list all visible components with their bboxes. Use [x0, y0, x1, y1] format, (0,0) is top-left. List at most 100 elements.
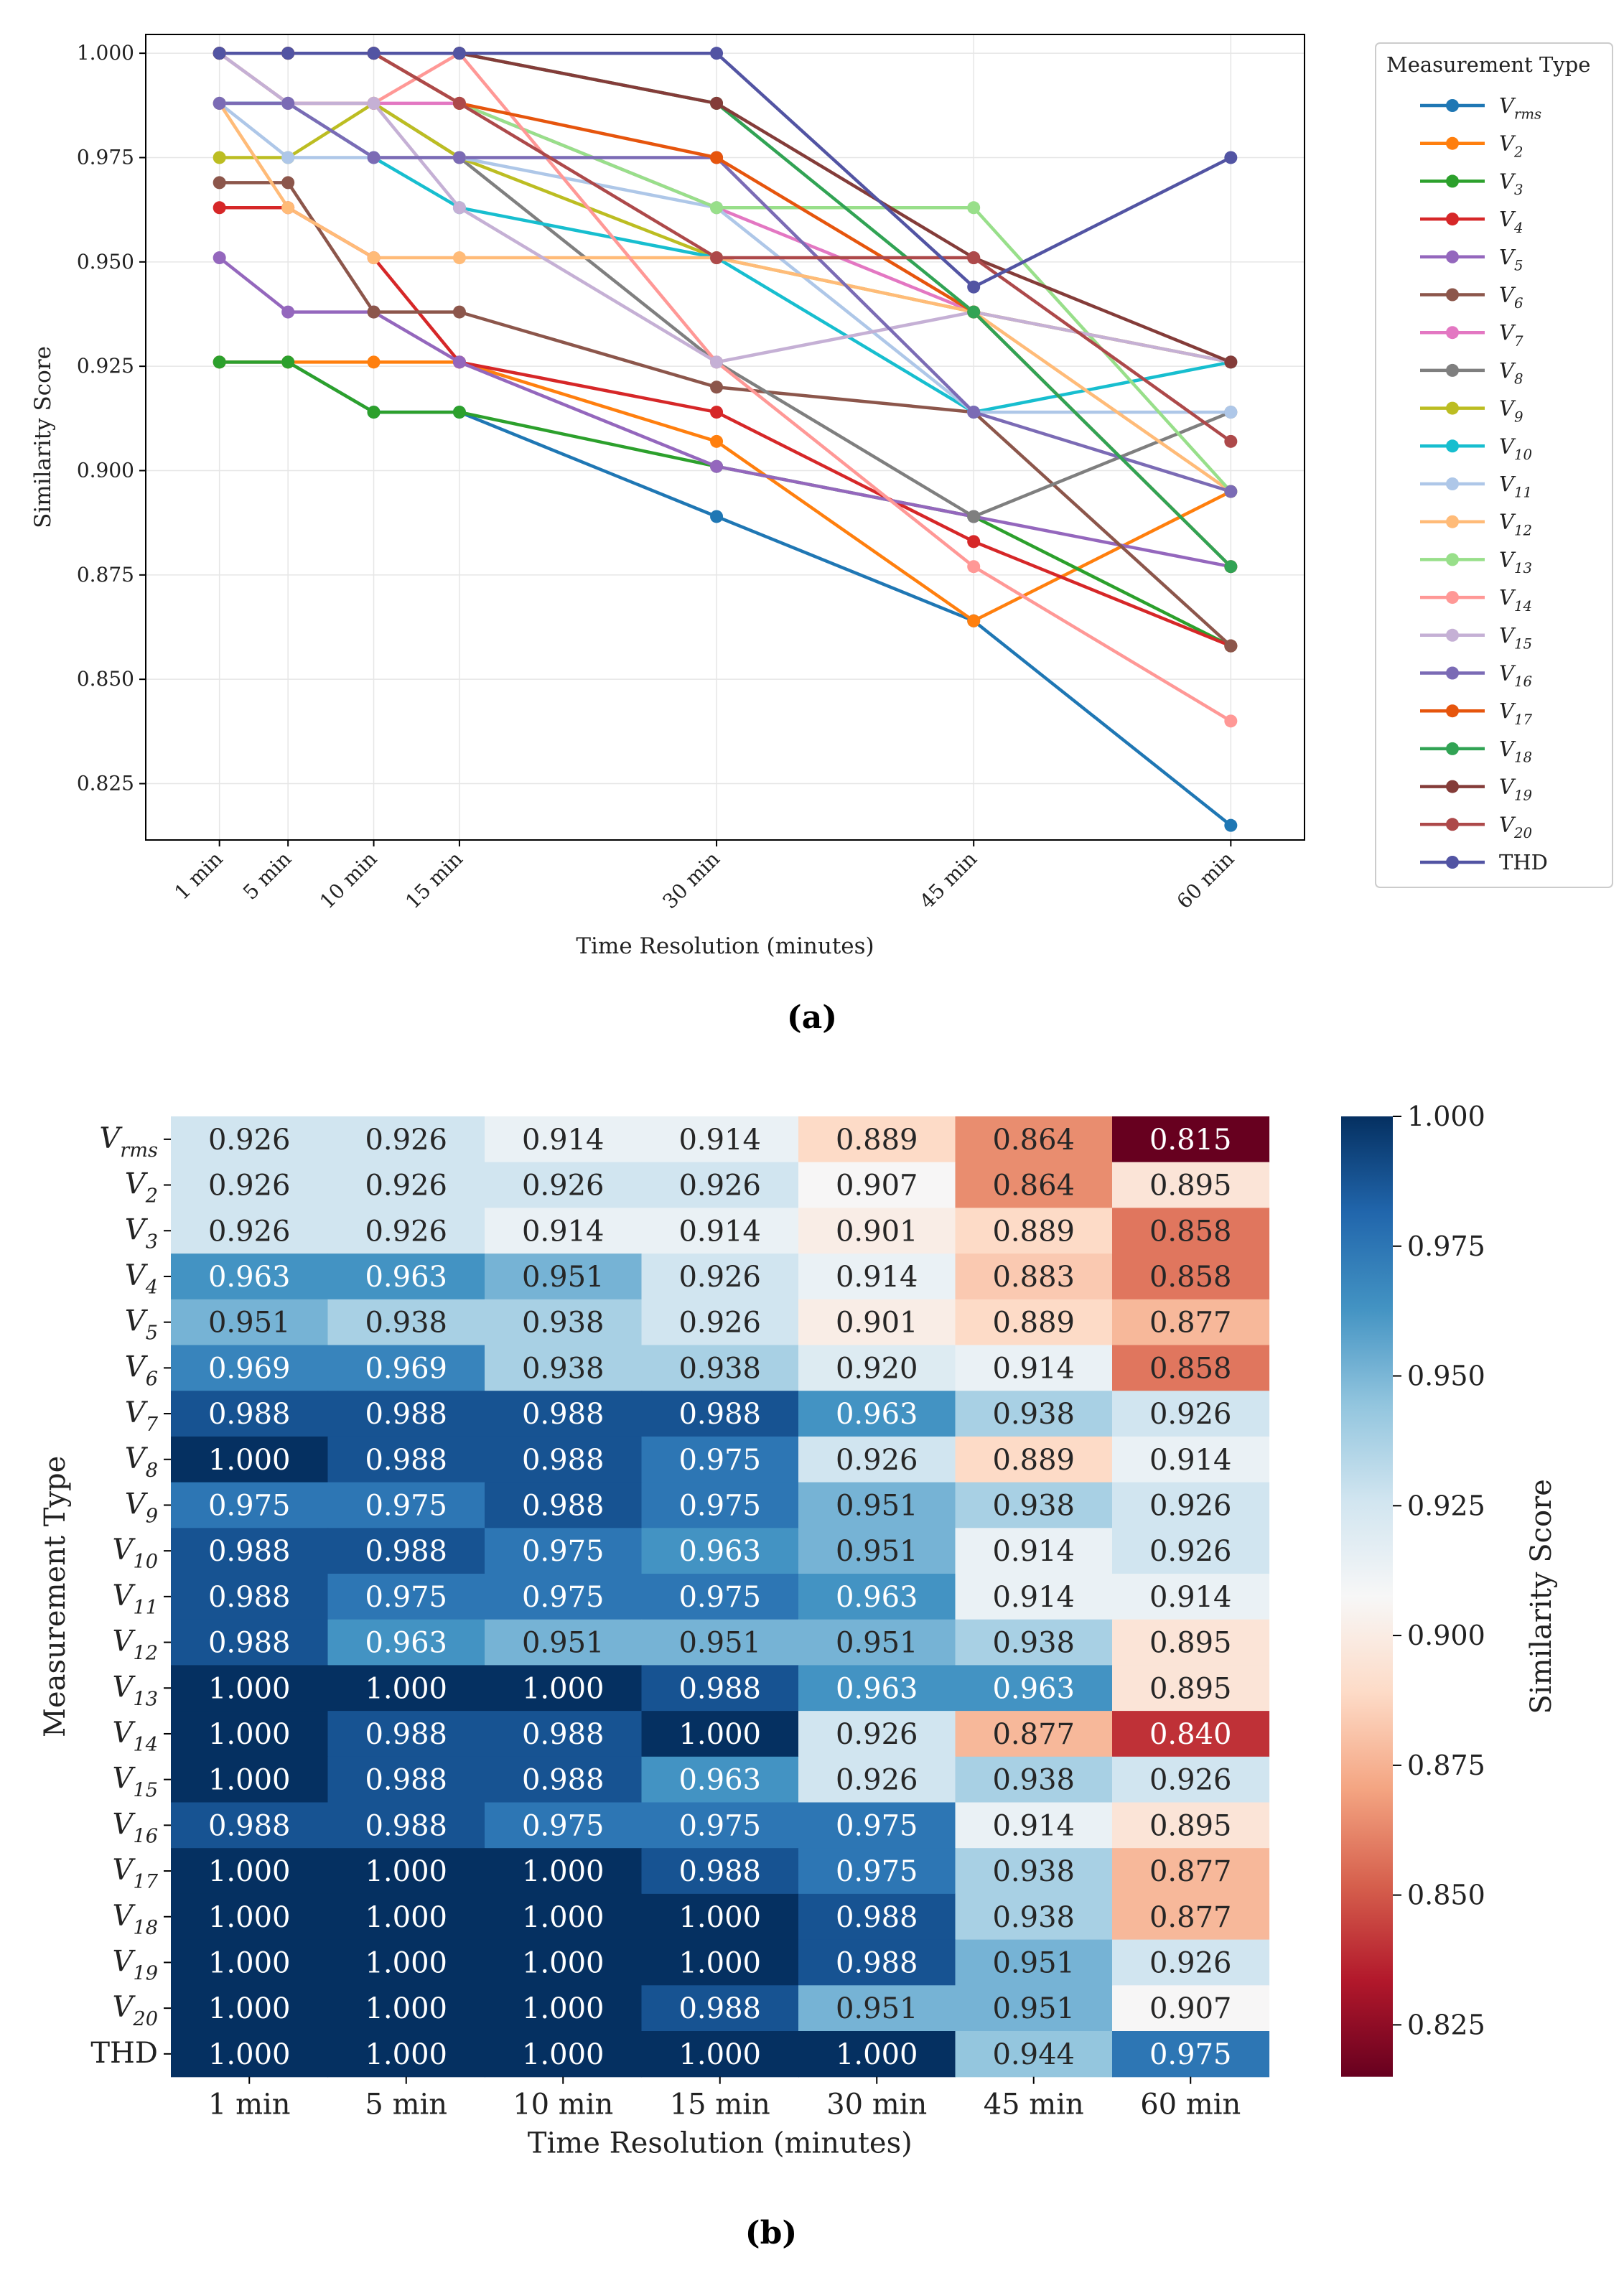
heatmap-cell — [955, 1162, 1113, 1208]
heatmap-cell-value: 1.000 — [522, 1855, 605, 1888]
heatmap-column-label: 10 min — [513, 2088, 613, 2121]
heatmap-cell-value: 0.938 — [992, 1901, 1075, 1934]
heatmap-cell — [798, 1893, 956, 1941]
heatmap-cell-value: 0.914 — [1149, 1581, 1232, 1614]
heatmap-cell — [798, 1619, 956, 1666]
heatmap-cell-value: 1.000 — [522, 1672, 605, 1705]
legend-marker — [1446, 401, 1459, 415]
data-point-V_12 — [281, 201, 295, 215]
heatmap-cell-value: 0.988 — [208, 1535, 291, 1568]
data-point-V_3 — [213, 355, 226, 369]
heatmap-cell-value: 0.926 — [522, 1170, 605, 1203]
heatmap-cell — [798, 1391, 956, 1437]
legend-item: V18 — [1420, 737, 1532, 766]
legend-label: V14 — [1499, 585, 1532, 615]
heatmap-cell — [327, 1665, 485, 1712]
colorbar-tick-label: 0.925 — [1407, 1490, 1485, 1521]
data-point-V_4 — [213, 201, 226, 215]
data-point-V_6 — [710, 381, 724, 394]
heatmap-row-label: THD — [90, 2037, 158, 2070]
heatmap-cell — [171, 1985, 329, 2032]
legend-marker — [1446, 363, 1459, 377]
x-tick-label: 1 min — [170, 847, 228, 905]
heatmap-cell — [327, 1574, 485, 1620]
heatmap-cell — [1112, 1528, 1270, 1574]
heatmap-cell-value: 0.963 — [365, 1627, 447, 1660]
heatmap-cell-value: 0.926 — [1149, 1946, 1232, 1979]
heatmap-cell — [327, 1939, 485, 1986]
data-point-V_3 — [281, 355, 295, 369]
heatmap-cell — [641, 1893, 799, 1941]
heatmap-cell — [1112, 1802, 1270, 1849]
legend-item: V8 — [1420, 358, 1523, 388]
series-line-V_3 — [219, 360, 1232, 648]
heatmap-cell — [327, 1299, 485, 1346]
heatmap-cell — [171, 1208, 329, 1254]
heatmap-cell — [798, 2031, 956, 2078]
heatmap-cell-value: 0.889 — [992, 1215, 1075, 1248]
heatmap-cell — [327, 1528, 485, 1574]
y-tick-label: 0.925 — [77, 354, 134, 378]
series-line-V_rms — [219, 360, 1232, 827]
heatmap-row-label: V7 — [125, 1396, 159, 1436]
data-point-V_6 — [1224, 639, 1238, 653]
heatmap-cell — [327, 1711, 485, 1757]
heatmap-cell — [171, 1711, 329, 1757]
legend-label: V3 — [1499, 169, 1523, 198]
heatmap-cell — [327, 1116, 485, 1163]
heatmap-cell — [327, 1848, 485, 1895]
legend-marker — [1446, 856, 1459, 869]
legend-item: V20 — [1420, 812, 1532, 841]
heatmap-colorbar: 0.825 0.850 0.875 0.900 0.925 0.950 0.975 1.000 — [1341, 1101, 1485, 2077]
heatmap-cell-value: 1.000 — [522, 1946, 605, 1979]
heatmap-cell — [485, 1893, 643, 1941]
legend-marker — [1446, 136, 1459, 150]
data-point-THD — [452, 47, 466, 60]
heatmap-cell-value: 0.858 — [1149, 1261, 1232, 1294]
heatmap-cell — [798, 1254, 956, 1300]
heatmap-cell-value: 0.920 — [836, 1352, 918, 1385]
heatmap-row-label: V14 — [113, 1717, 159, 1756]
heatmap-cell — [641, 1162, 799, 1208]
heatmap-cell-value: 0.988 — [522, 1764, 605, 1797]
legend-label: Vrms — [1499, 93, 1541, 123]
heatmap-cell-value: 0.926 — [678, 1261, 761, 1294]
line-chart-legend: Measurement Type Vrms V2 V3 V4 V5 V6 V7 V8 V9 V10… — [1375, 42, 1613, 888]
heatmap-cell — [327, 1985, 485, 2032]
heatmap-cell-value: 0.914 — [522, 1215, 605, 1248]
heatmap-cell-value: 0.988 — [208, 1627, 291, 1660]
data-point-V_16 — [1224, 485, 1238, 498]
data-point-V_5 — [710, 459, 724, 473]
data-point-V_6 — [367, 305, 381, 319]
heatmap-cell-value: 0.926 — [836, 1444, 918, 1477]
x-tick-label: 15 min — [401, 847, 467, 914]
colorbar-tick-label: 0.975 — [1407, 1231, 1485, 1262]
data-point-V_17 — [710, 151, 724, 164]
legend-label: V17 — [1499, 699, 1532, 728]
heatmap-cell — [171, 1939, 329, 1986]
legend-item: THD — [1420, 850, 1548, 874]
heatmap-cell — [1112, 1482, 1270, 1528]
heatmap-cell — [798, 1711, 956, 1757]
data-point-THD — [967, 280, 981, 294]
heatmap-cell-value: 0.926 — [365, 1124, 447, 1157]
data-point-V_4 — [967, 535, 981, 549]
heatmap-cell-value: 0.988 — [678, 1398, 761, 1431]
heatmap-cell — [1112, 1665, 1270, 1712]
legend-marker — [1446, 99, 1459, 112]
x-tick-label: 45 min — [915, 847, 981, 914]
heatmap-row-label: V4 — [125, 1259, 158, 1299]
legend-label: V9 — [1499, 396, 1523, 426]
heatmap-cell — [641, 1985, 799, 2032]
heatmap-cell-value: 0.988 — [836, 1946, 918, 1979]
heatmap-row-label: V2 — [125, 1168, 158, 1208]
heatmap-cell-value: 0.938 — [522, 1307, 605, 1340]
data-point-V_rms — [1224, 818, 1238, 832]
heatmap-row-label: V20 — [113, 1991, 159, 2030]
line-chart-x-axis-label: Time Resolution (minutes) — [576, 933, 874, 959]
data-point-V_12 — [452, 251, 466, 265]
heatmap-column-label: 60 min — [1140, 2088, 1241, 2121]
heatmap-cell — [1112, 1985, 1270, 2032]
legend-label: V13 — [1499, 547, 1532, 576]
heatmap-cell-value: 0.988 — [365, 1764, 447, 1797]
